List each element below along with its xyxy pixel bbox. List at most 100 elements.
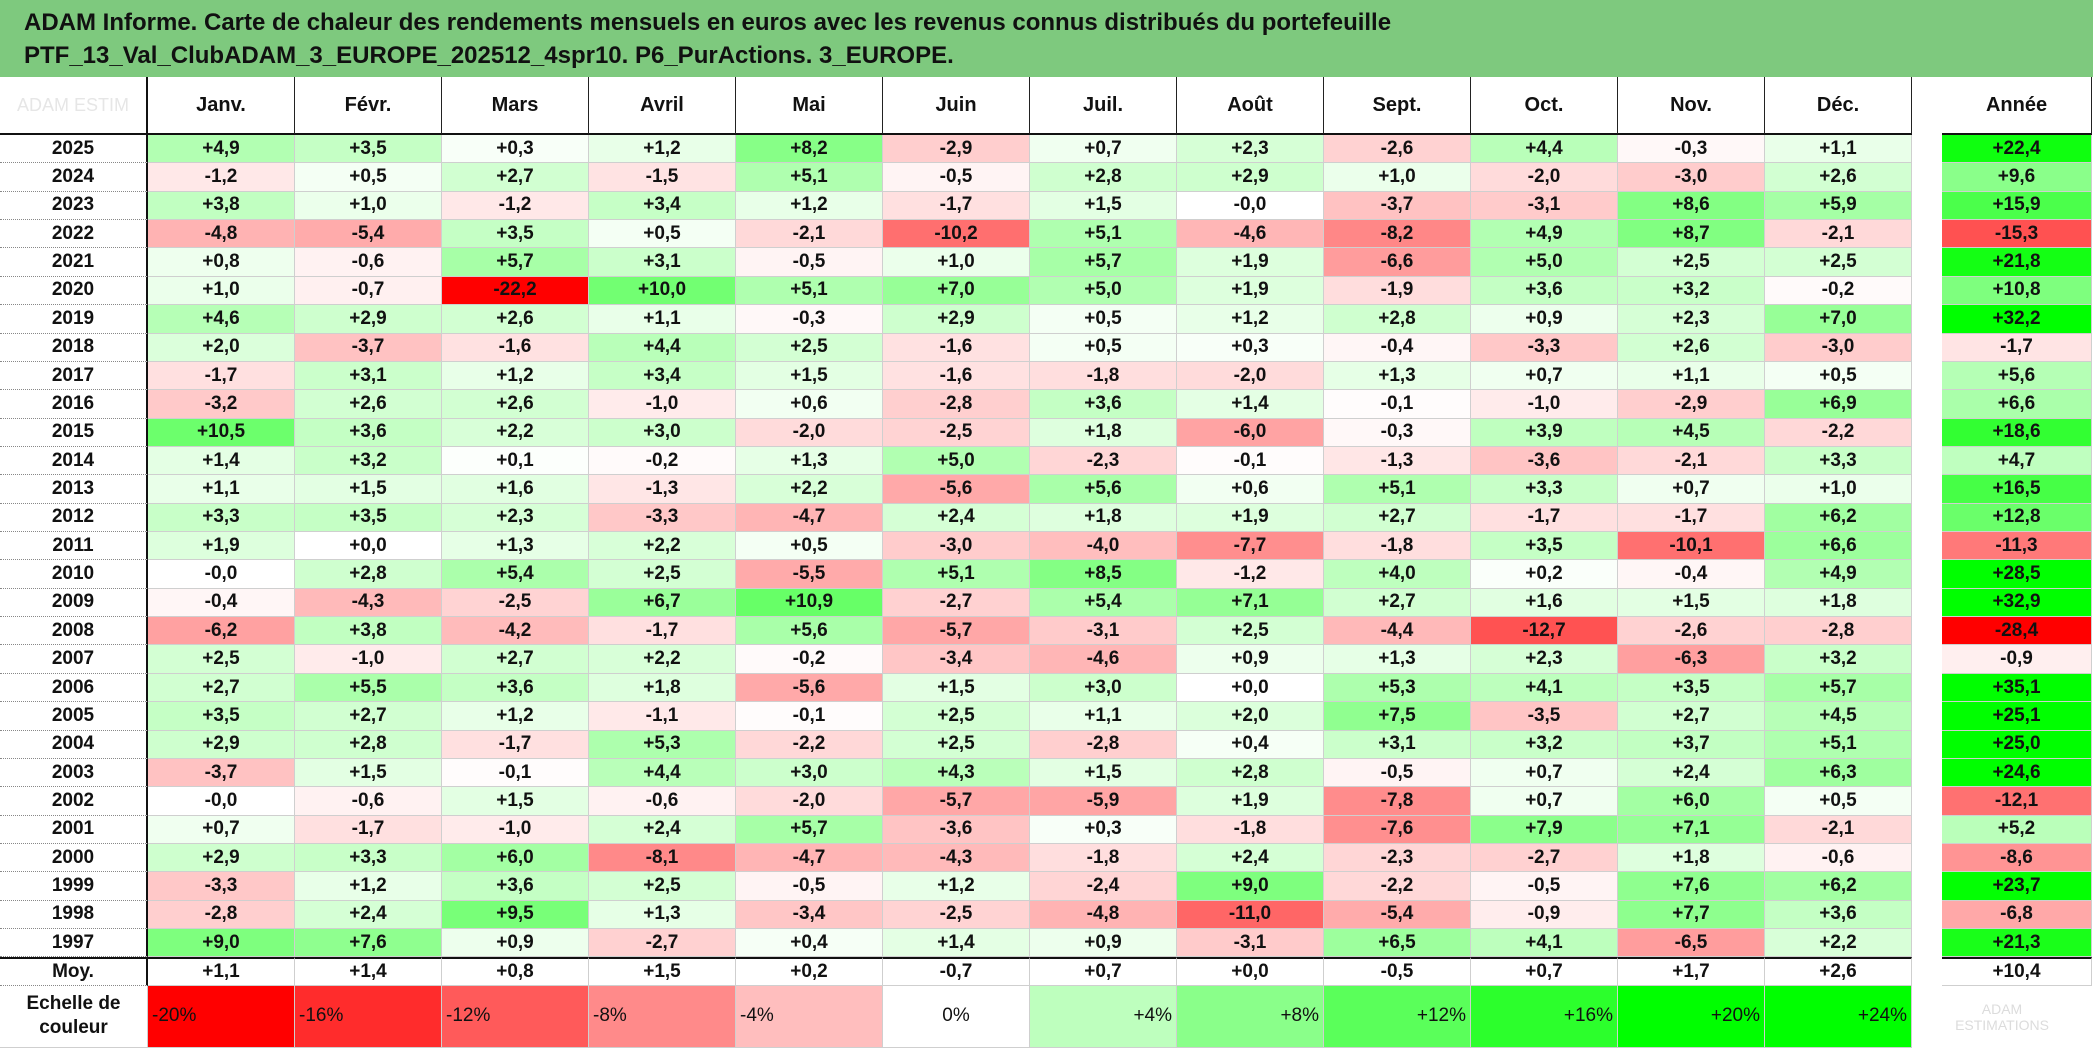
- heatmap-cell: +9,5: [442, 900, 589, 930]
- column-header-2: Mars: [442, 77, 589, 135]
- column-header-5: Juin: [883, 77, 1030, 135]
- row-gap: [1912, 617, 1942, 646]
- heatmap-cell: +8,6: [1618, 191, 1765, 221]
- heatmap-cell: +1,1: [1618, 361, 1765, 391]
- heatmap-cell: -2,5: [883, 900, 1030, 930]
- year-label: 2001: [0, 815, 148, 844]
- heatmap-cell: +4,3: [883, 758, 1030, 788]
- heatmap-cell: +3,1: [1324, 730, 1471, 759]
- heatmap-cell: +4,4: [1471, 135, 1618, 164]
- heatmap-cell: +1,4: [148, 446, 295, 476]
- heatmap-cell: +1,8: [589, 673, 736, 703]
- heatmap-cell: -2,1: [736, 220, 883, 249]
- heatmap-cell: +0,5: [1765, 787, 1912, 816]
- heatmap-cell: +3,5: [295, 135, 442, 164]
- annual-cell: +25,0: [1942, 730, 2092, 759]
- year-label: 2013: [0, 475, 148, 504]
- row-gap: [1912, 900, 1942, 930]
- heatmap-cell: -2,2: [1765, 418, 1912, 447]
- heatmap-cell: -10,2: [883, 220, 1030, 249]
- heatmap-cell: -0,1: [442, 758, 589, 788]
- heatmap-cell: +2,0: [148, 333, 295, 362]
- heatmap-cell: -5,7: [883, 617, 1030, 646]
- heatmap-cell: -2,7: [883, 588, 1030, 618]
- heatmap-cell: -4,8: [148, 220, 295, 249]
- heatmap-cell: -1,9: [1324, 276, 1471, 306]
- heatmap-cell: +2,9: [295, 305, 442, 334]
- heatmap-cell: -4,3: [295, 588, 442, 618]
- heatmap-cell: -4,3: [883, 844, 1030, 873]
- row-gap: [1912, 929, 1942, 958]
- row-gap: [1912, 276, 1942, 306]
- heatmap-cell: +1,6: [442, 475, 589, 504]
- heatmap-cell: +0,9: [442, 929, 589, 958]
- annual-cell: -11,3: [1942, 532, 2092, 561]
- heatmap-cell: +1,3: [736, 446, 883, 476]
- color-scale-step: -20%: [148, 985, 295, 1048]
- year-label: 2008: [0, 617, 148, 646]
- header-gap: [1912, 77, 1942, 135]
- heatmap-cell: -3,7: [148, 758, 295, 788]
- heatmap-cell: -6,0: [1177, 418, 1324, 447]
- row-gap: [1912, 390, 1942, 419]
- heatmap-cell: -3,6: [883, 815, 1030, 844]
- heatmap-cell: +1,2: [589, 135, 736, 164]
- heatmap-cell: -0,4: [148, 588, 295, 618]
- year-label: 2004: [0, 730, 148, 759]
- column-header-11: Déc.: [1765, 77, 1912, 135]
- color-scale-step: +12%: [1324, 985, 1471, 1048]
- color-scale-watermark: ADAM ESTIMATIONS: [1912, 985, 2092, 1048]
- heatmap-cell: -4,6: [1030, 645, 1177, 674]
- heatmap-cell: +4,4: [589, 758, 736, 788]
- heatmap-cell: -11,0: [1177, 900, 1324, 930]
- row-gap: [1912, 135, 1942, 164]
- heatmap-cell: +0,9: [1471, 305, 1618, 334]
- heatmap-cell: +3,3: [1765, 446, 1912, 476]
- heatmap-cell: +2,6: [442, 390, 589, 419]
- heatmap-cell: -3,7: [1324, 191, 1471, 221]
- heatmap-cell: +2,4: [1177, 844, 1324, 873]
- heatmap-cell: +6,7: [589, 588, 736, 618]
- heatmap-cell: +6,2: [1765, 503, 1912, 533]
- heatmap-cell: +4,5: [1765, 702, 1912, 731]
- heatmap-cell: +3,5: [1471, 532, 1618, 561]
- heatmap-cell: -2,0: [736, 787, 883, 816]
- heatmap-cell: +1,5: [1030, 191, 1177, 221]
- heatmap-cell: +4,9: [1765, 560, 1912, 589]
- annual-cell: +16,5: [1942, 475, 2092, 504]
- color-scale-step: -16%: [295, 985, 442, 1048]
- annual-cell: +21,3: [1942, 929, 2092, 958]
- heatmap-cell: +3,6: [442, 673, 589, 703]
- heatmap-cell: +1,9: [1177, 503, 1324, 533]
- heatmap-cell: -1,2: [148, 163, 295, 192]
- heatmap-cell: -2,9: [883, 135, 1030, 164]
- heatmap-cell: +0,0: [1177, 673, 1324, 703]
- heatmap-cell: -1,0: [589, 390, 736, 419]
- watermark-line: ADAM: [1981, 1000, 2023, 1017]
- row-gap: [1912, 503, 1942, 533]
- heatmap-cell: -1,7: [442, 730, 589, 759]
- heatmap-cell: +1,3: [442, 532, 589, 561]
- heatmap-cell: +0,6: [736, 390, 883, 419]
- heatmap-cell: +2,4: [883, 503, 1030, 533]
- heatmap-cell: +1,1: [1765, 135, 1912, 164]
- heatmap-cell: -0,1: [736, 702, 883, 731]
- heatmap-cell: -12,7: [1471, 617, 1618, 646]
- heatmap-cell: +3,2: [1471, 730, 1618, 759]
- color-scale-step: +8%: [1177, 985, 1324, 1048]
- heatmap-cell: +0,5: [1030, 333, 1177, 362]
- average-cell: +2,6: [1765, 957, 1912, 986]
- watermark-line: ESTIMATIONS: [1955, 1016, 2049, 1033]
- heatmap-cell: +1,0: [883, 248, 1030, 277]
- heatmap-cell: +3,5: [442, 220, 589, 249]
- heatmap-cell: -2,6: [1324, 135, 1471, 164]
- heatmap-cell: -1,2: [1177, 560, 1324, 589]
- heatmap-cell: +2,5: [589, 560, 736, 589]
- heatmap-cell: +2,7: [1324, 588, 1471, 618]
- heatmap-cell: +0,7: [1471, 758, 1618, 788]
- heatmap-cell: -0,7: [295, 276, 442, 306]
- annual-cell: +22,4: [1942, 135, 2092, 164]
- average-cell: +0,7: [1471, 957, 1618, 986]
- column-header-3: Avril: [589, 77, 736, 135]
- heatmap-cell: +2,8: [295, 560, 442, 589]
